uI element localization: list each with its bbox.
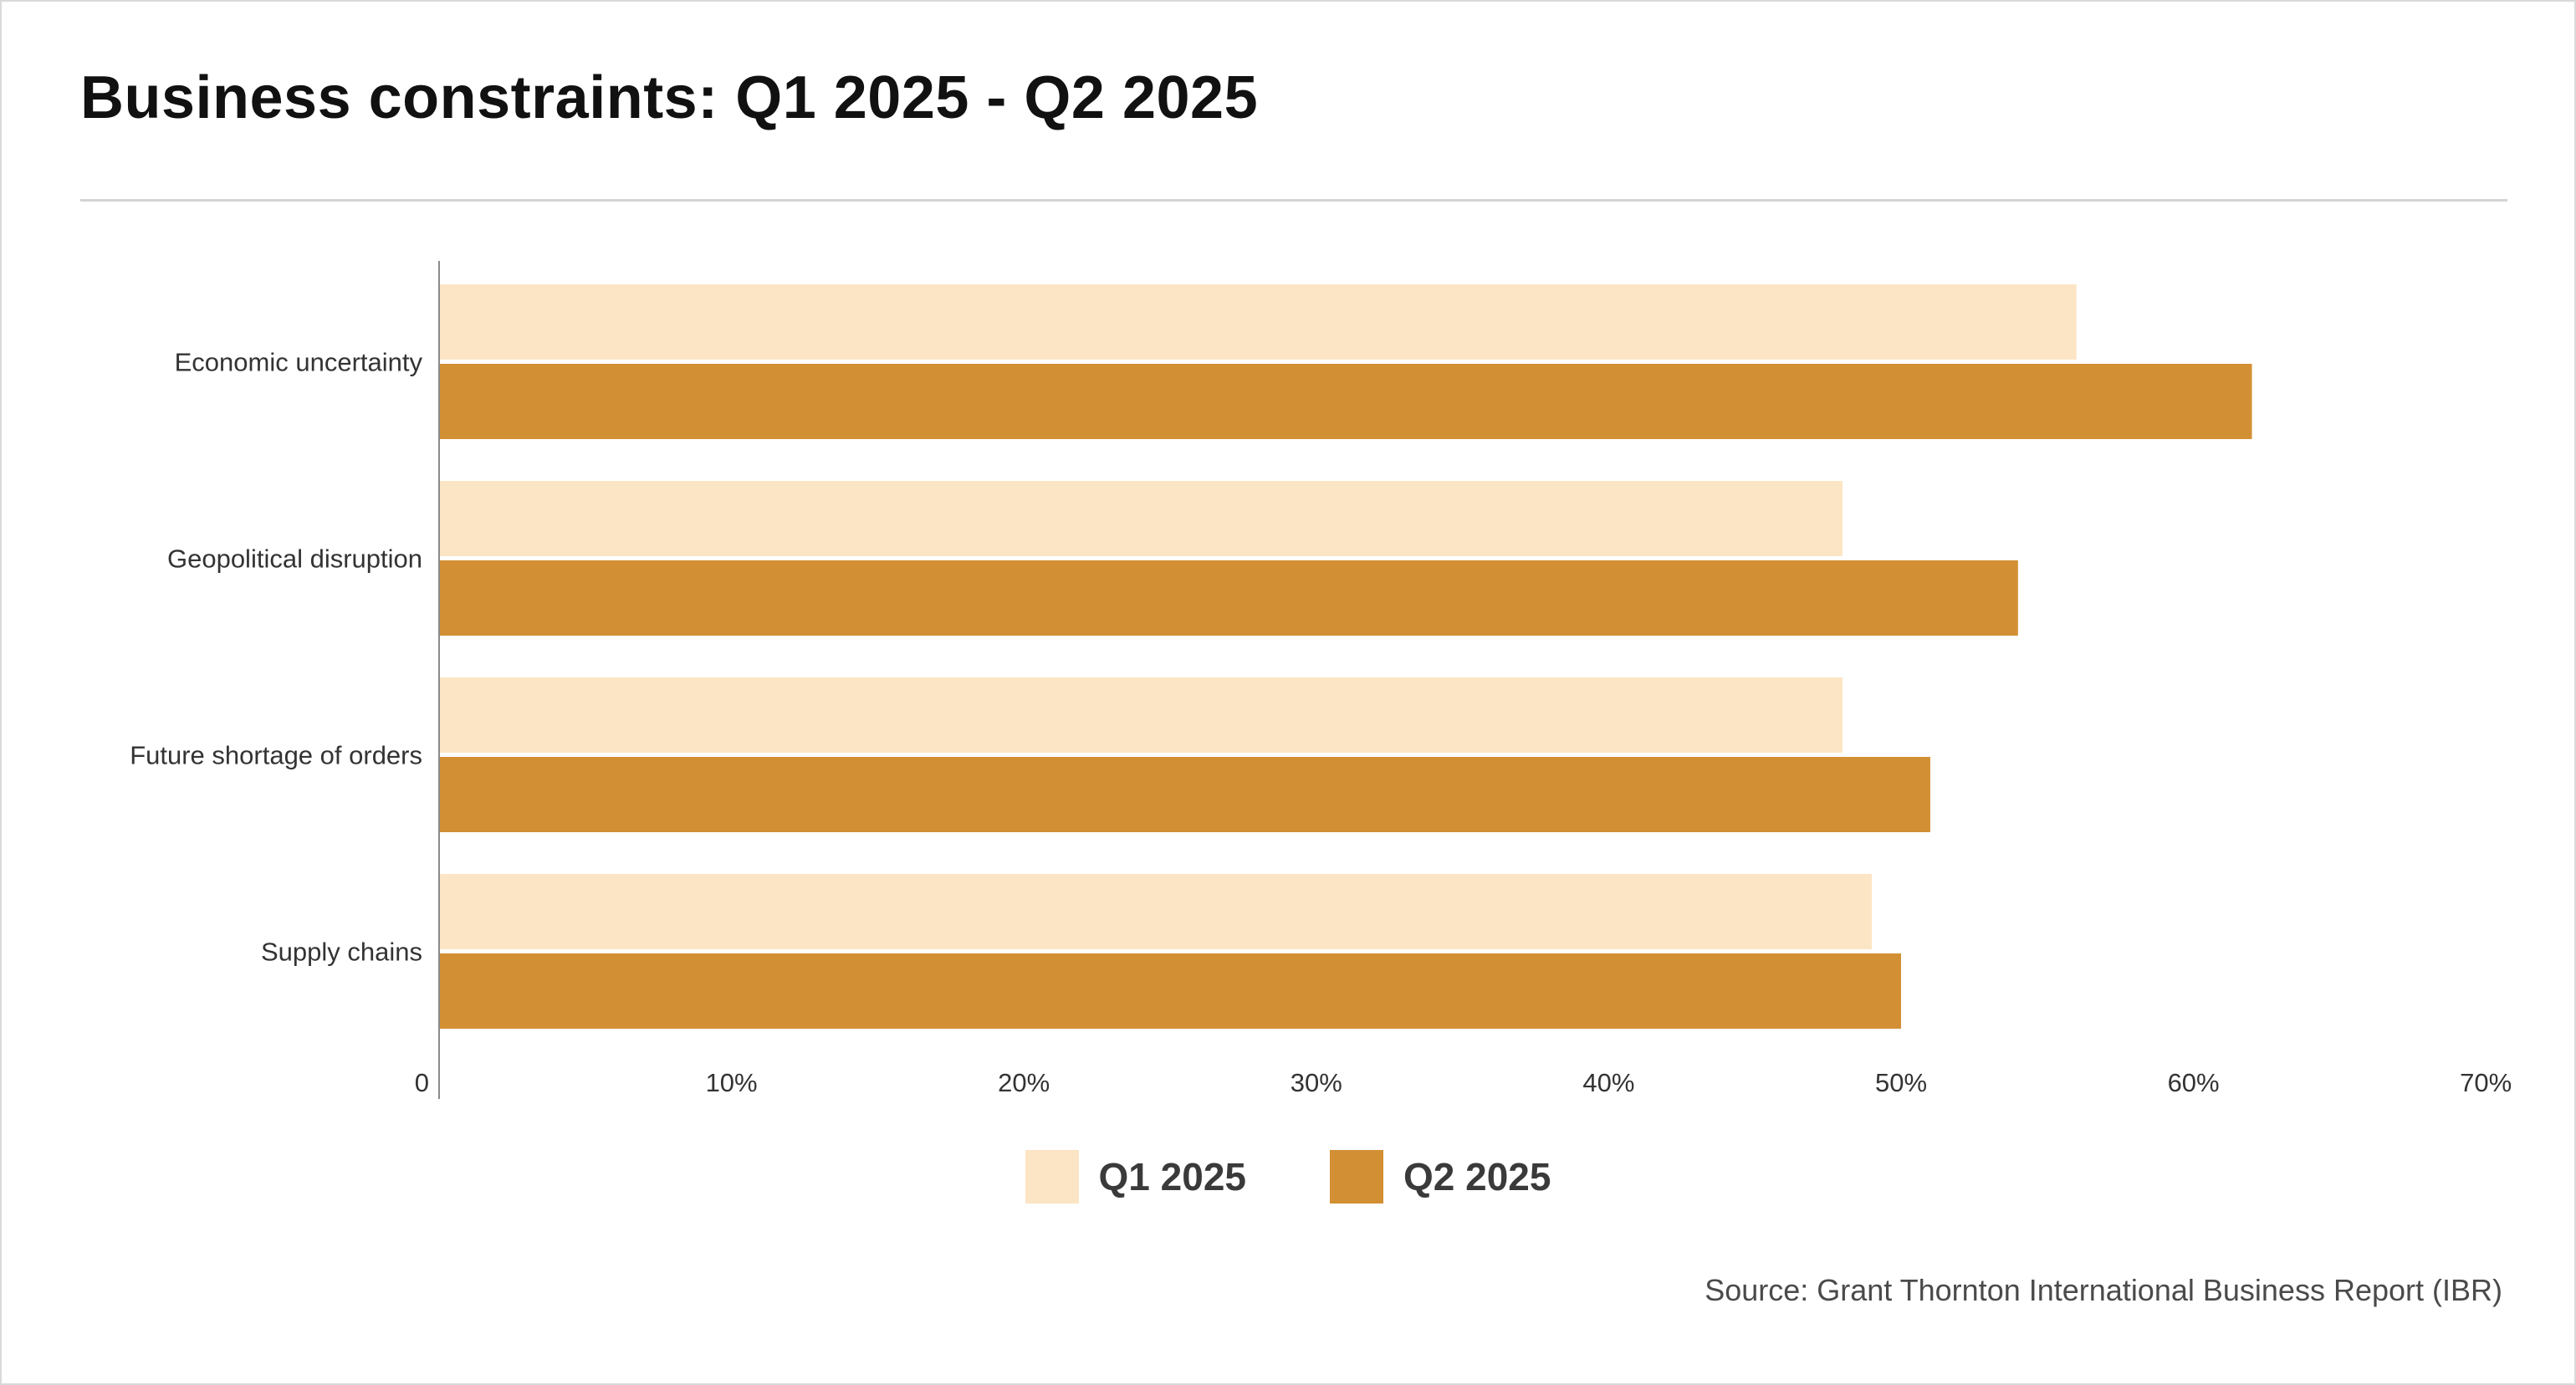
title-divider	[80, 199, 2507, 202]
source-note: Source: Grant Thornton International Bus…	[1705, 1273, 2502, 1307]
bar-q2-0	[439, 364, 2252, 439]
legend-swatch-q1	[1025, 1150, 1079, 1204]
category-label: Future shortage of orders	[130, 741, 422, 770]
category-label: Geopolitical disruption	[167, 544, 422, 574]
legend-item-q2: Q2 2025	[1330, 1150, 1551, 1204]
legend-label-q2: Q2 2025	[1403, 1155, 1551, 1198]
x-tick-label: 50%	[1875, 1068, 1927, 1097]
x-tick-label: 60%	[2168, 1068, 2220, 1097]
category-label: Economic uncertainty	[175, 348, 423, 377]
legend: Q1 2025 Q2 2025	[2, 1149, 2574, 1204]
legend-label-q1: Q1 2025	[1098, 1155, 1246, 1198]
bar-q1-0	[439, 284, 2077, 360]
x-tick-label: 0	[415, 1068, 429, 1097]
legend-item-q1: Q1 2025	[1025, 1150, 1246, 1204]
bar-q2-2	[439, 757, 1930, 832]
x-tick-label: 10%	[706, 1068, 758, 1097]
bar-q1-2	[439, 677, 1843, 753]
bar-q2-1	[439, 560, 2018, 636]
chart-title: Business constraints: Q1 2025 - Q2 2025	[80, 64, 1259, 131]
legend-swatch-q2	[1330, 1150, 1383, 1204]
bar-q1-1	[439, 481, 1843, 556]
x-tick-label: 40%	[1582, 1068, 1634, 1097]
bar-q2-3	[439, 953, 1901, 1029]
x-tick-label: 70%	[2460, 1068, 2512, 1097]
category-label: Supply chains	[261, 938, 422, 967]
x-tick-label: 20%	[998, 1068, 1050, 1097]
x-tick-label: 30%	[1291, 1068, 1342, 1097]
bar-q1-3	[439, 874, 1873, 949]
